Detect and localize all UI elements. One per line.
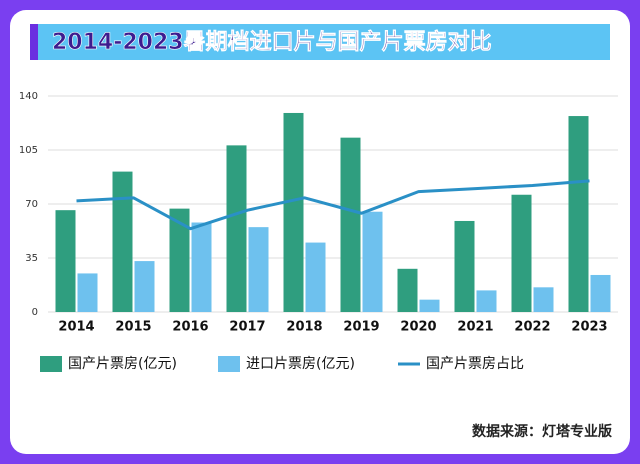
legend-label: 进口片票房(亿元) [246,356,355,372]
bar [283,112,304,312]
y-tick-label: 105 [19,145,38,156]
x-tick-label: 2017 [229,320,265,335]
bar [397,268,418,312]
bar [419,299,440,312]
bar [568,116,589,312]
y-tick-label: 70 [25,199,38,210]
bar [248,227,269,312]
bar [533,287,554,312]
bar [362,211,383,312]
x-tick-label: 2020 [400,320,436,335]
x-tick-label: 2022 [514,320,550,335]
bar [476,290,497,312]
bar [226,145,247,312]
title-banner [30,24,610,60]
x-tick-label: 2018 [286,320,322,335]
bar [340,137,361,312]
bar [511,194,532,312]
legend-swatch [40,356,62,372]
legend-label: 国产片票房占比 [426,356,524,372]
bar [112,171,133,312]
x-tick-label: 2021 [457,320,493,335]
bar [454,220,475,312]
bar [134,261,155,312]
bar [169,208,190,312]
chart-title: 2014-2023暑期档进口片与国产片票房对比 [52,29,492,55]
x-tick-label: 2014 [58,320,94,335]
bar [590,274,611,312]
source-note: 数据来源：灯塔专业版 [472,423,612,440]
legend-swatch [218,356,240,372]
x-tick-label: 2016 [172,320,208,335]
bar [191,222,212,312]
y-tick-label: 0 [32,307,38,318]
card [10,10,630,454]
x-tick-label: 2023 [571,320,607,335]
title-accent [30,24,38,60]
bar [77,273,98,312]
y-tick-label: 35 [25,253,38,264]
x-tick-label: 2015 [115,320,151,335]
legend-label: 国产片票房(亿元) [68,356,177,372]
x-tick-label: 2019 [343,320,379,335]
y-tick-label: 140 [19,91,38,102]
bar [55,210,76,312]
bar [305,242,326,312]
line [76,179,590,231]
